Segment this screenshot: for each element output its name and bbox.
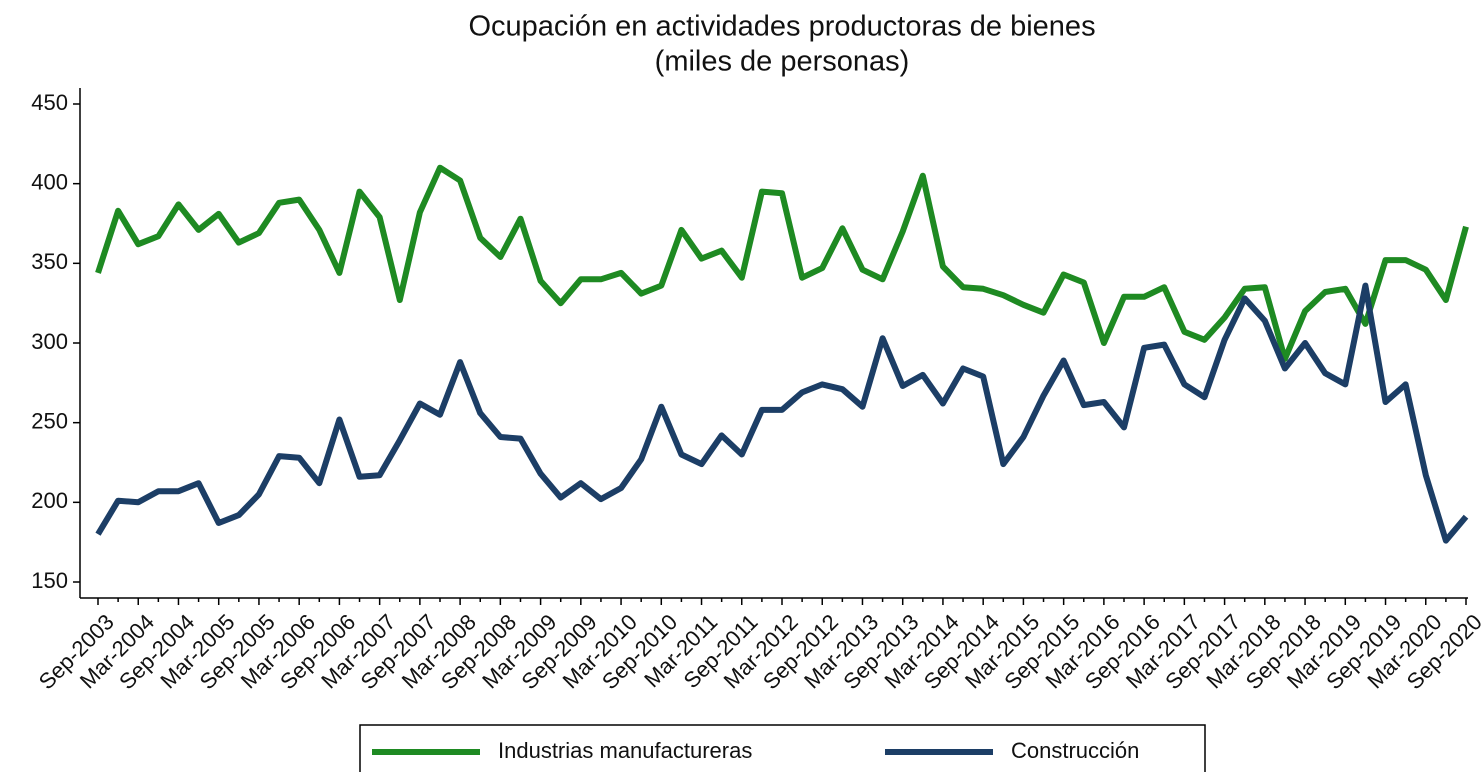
series-line <box>95 282 1469 544</box>
y-tick-label: 450 <box>31 90 68 115</box>
y-tick-label: 250 <box>31 408 68 433</box>
y-tick-label: 400 <box>31 169 68 194</box>
legend-label: Industrias manufactureras <box>498 738 752 763</box>
y-tick-label: 350 <box>31 249 68 274</box>
y-tick-label: 300 <box>31 329 68 354</box>
legend-box <box>359 724 1206 772</box>
chart-subtitle: (miles de personas) <box>655 46 910 78</box>
chart-title: Ocupación en actividades productoras de … <box>468 11 1095 43</box>
legend: Industrias manufactureras Construcción <box>359 724 1206 772</box>
y-tick-label: 150 <box>31 568 68 593</box>
series-line <box>95 164 1469 362</box>
y-tick-label: 200 <box>31 488 68 513</box>
legend-label: Construcción <box>1011 738 1139 763</box>
